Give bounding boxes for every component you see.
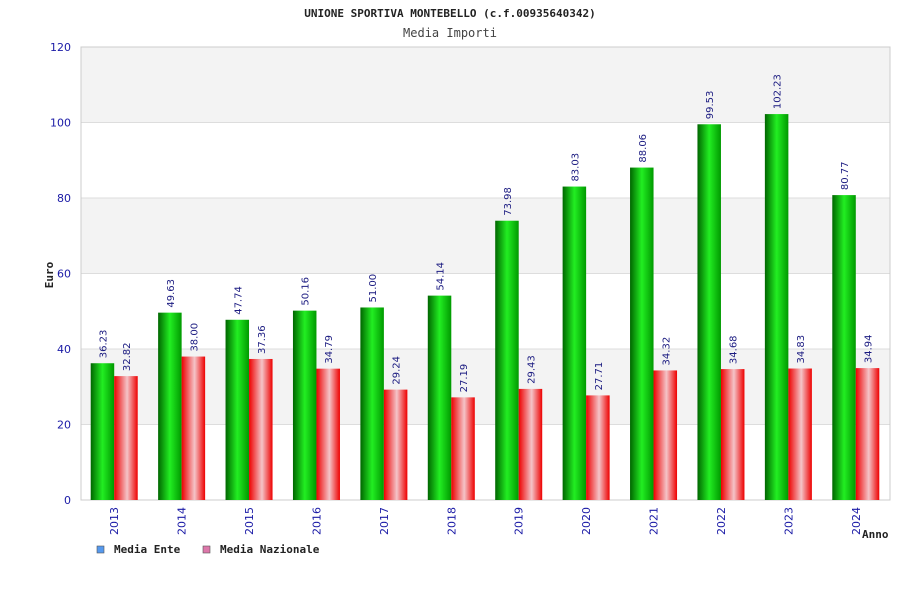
x-axis-title: Anno [862, 528, 889, 541]
bar-media-ente [630, 167, 654, 501]
y-tick-label: 20 [57, 419, 71, 432]
data-labels: 36.23 32.82 49.63 38.00 47.74 37.36 50.16 34.79… [98, 74, 874, 392]
data-label: 36.23 [98, 330, 109, 359]
bar-media-nazionale [181, 356, 206, 500]
x-tick-label: 2013 [108, 507, 121, 535]
data-label: 29.24 [392, 356, 403, 385]
y-tick-label: 80 [57, 192, 71, 205]
bar-media-nazionale [316, 368, 340, 500]
bar-media-nazionale [383, 389, 408, 500]
y-tick-label: 0 [64, 494, 71, 507]
bar-media-ente [292, 310, 317, 500]
y-axis-title: Euro [43, 261, 56, 288]
data-label: 47.74 [233, 286, 244, 315]
x-axis-ticks: 2013 2014 2015 2016 2017 2018 2019 2020 2021 2022… [108, 507, 863, 535]
data-label: 99.53 [705, 91, 716, 120]
legend-label: Media Ente [114, 543, 181, 556]
bar-media-ente [360, 307, 384, 500]
legend: Media Ente Media Nazionale [96, 543, 320, 556]
data-label: 38.00 [189, 323, 200, 352]
y-tick-label: 100 [50, 117, 71, 130]
bar-media-ente [158, 312, 182, 500]
x-tick-label: 2014 [176, 507, 189, 535]
bar-media-nazionale [855, 368, 880, 500]
chart-subtitle: Media Importi [403, 26, 497, 40]
bar-media-ente [495, 220, 519, 500]
data-label: 88.06 [638, 134, 649, 163]
plot-band [81, 273, 890, 349]
x-tick-label: 2021 [648, 507, 661, 535]
bar-media-nazionale [451, 397, 475, 500]
bar-media-nazionale [788, 368, 812, 500]
x-tick-label: 2020 [580, 507, 593, 535]
legend-swatch [202, 545, 211, 554]
plot-band [81, 349, 890, 425]
data-label: 34.32 [661, 337, 672, 366]
chart-title: UNIONE SPORTIVA MONTEBELLO (c.f.00935640… [304, 7, 595, 20]
x-tick-label: 2016 [310, 507, 323, 535]
bar-media-nazionale [586, 395, 610, 500]
plot-band [81, 424, 890, 500]
data-label: 34.79 [324, 335, 335, 364]
x-tick-label: 2019 [513, 507, 526, 535]
data-label: 34.83 [796, 335, 807, 364]
bar-media-nazionale [114, 376, 138, 500]
y-tick-label: 40 [57, 343, 71, 356]
data-label: 49.63 [166, 279, 177, 308]
data-label: 50.16 [301, 277, 312, 306]
bar-media-nazionale [249, 358, 273, 500]
data-label: 32.82 [122, 342, 133, 371]
plot-border [80, 46, 891, 501]
data-label: 34.68 [729, 335, 740, 364]
plot-band [81, 122, 890, 198]
data-label: 83.03 [570, 153, 581, 182]
data-label: 80.77 [840, 161, 851, 190]
bar-media-ente [562, 186, 587, 500]
x-tick-label: 2018 [445, 507, 458, 535]
x-tick-label: 2023 [782, 507, 795, 535]
data-label: 29.43 [526, 355, 537, 384]
data-label: 34.94 [864, 334, 875, 363]
grid-lines [80, 46, 891, 501]
plot-area [81, 47, 890, 500]
data-label: 27.71 [594, 362, 605, 391]
y-tick-label: 60 [57, 268, 71, 281]
plot-band [81, 198, 890, 274]
x-tick-label: 2015 [243, 507, 256, 535]
data-label: 27.19 [459, 364, 470, 393]
y-tick-label: 120 [50, 41, 71, 54]
bar-media-ente [764, 114, 789, 500]
x-tick-label: 2017 [378, 507, 391, 535]
data-label: 54.14 [436, 262, 447, 291]
bar-media-nazionale [653, 370, 678, 500]
bar-media-ente [90, 363, 115, 500]
legend-swatch [96, 545, 105, 554]
data-label: 73.98 [503, 187, 514, 216]
bar-media-nazionale [720, 369, 745, 500]
bar-media-ente [225, 319, 250, 500]
legend-item: Media Nazionale [202, 543, 320, 556]
data-label: 102.23 [773, 74, 784, 109]
legend-item: Media Ente [96, 543, 181, 556]
bar-media-ente [832, 195, 856, 500]
x-tick-label: 2024 [850, 507, 863, 535]
data-label: 51.00 [368, 274, 379, 303]
bar-media-nazionale [518, 388, 543, 500]
bars [90, 114, 880, 501]
y-axis-ticks: 0 20 40 60 80 100 120 [50, 41, 71, 507]
bar-media-ente [427, 295, 452, 500]
plot-band [81, 47, 890, 123]
legend-label: Media Nazionale [220, 543, 320, 556]
x-tick-label: 2022 [715, 507, 728, 535]
bar-media-ente [697, 124, 721, 501]
data-label: 37.36 [257, 325, 268, 354]
